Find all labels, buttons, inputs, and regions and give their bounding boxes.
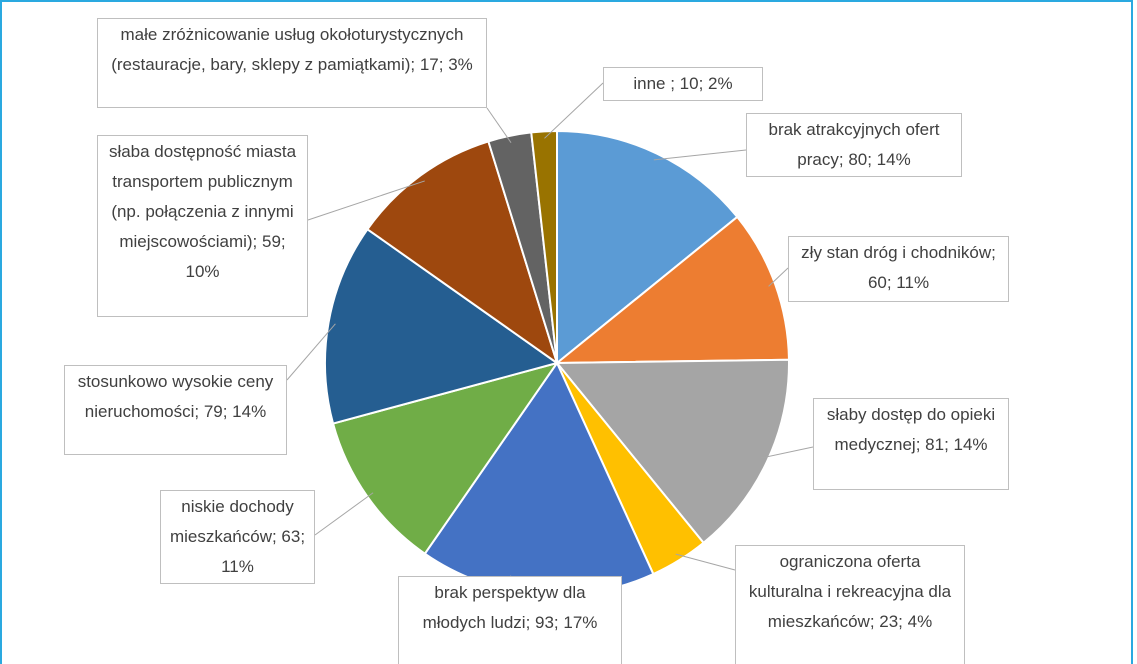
leader-line: [486, 107, 512, 143]
leader-line: [675, 553, 736, 571]
data-label: słaba dostępność miasta transportem publ…: [97, 135, 308, 317]
pie-slice: [556, 129, 739, 366]
data-label: słaby dostęp do opieki medycznej; 81; 14…: [813, 398, 1009, 490]
pie-slice: [530, 129, 558, 364]
leader-line: [768, 267, 789, 287]
data-label: zły stan dróg i chodników; 60; 11%: [788, 236, 1009, 302]
data-label: ograniczona oferta kulturalna i rekreacy…: [735, 545, 965, 664]
leader-line: [286, 323, 336, 381]
data-label: brak atrakcyjnych ofert pracy; 80; 14%: [746, 113, 962, 177]
leader-line: [760, 446, 814, 459]
pie-slice: [324, 227, 560, 425]
pie-slice: [554, 358, 790, 545]
pie-slice: [366, 140, 559, 366]
leader-line: [314, 492, 374, 536]
data-label: małe zróżnicowanie usług okołoturystyczn…: [97, 18, 487, 108]
leader-line: [653, 149, 747, 161]
data-label: stosunkowo wysokie ceny nieruchomości; 7…: [64, 365, 287, 455]
data-label: niskie dochody mieszkańców; 63; 11%: [160, 490, 315, 584]
pie-slice: [554, 215, 790, 365]
leader-line: [544, 82, 604, 139]
data-label: inne ; 10; 2%: [603, 67, 763, 101]
data-label: brak perspektyw dla młodych ludzi; 93; 1…: [398, 576, 622, 664]
leader-line: [307, 180, 425, 221]
